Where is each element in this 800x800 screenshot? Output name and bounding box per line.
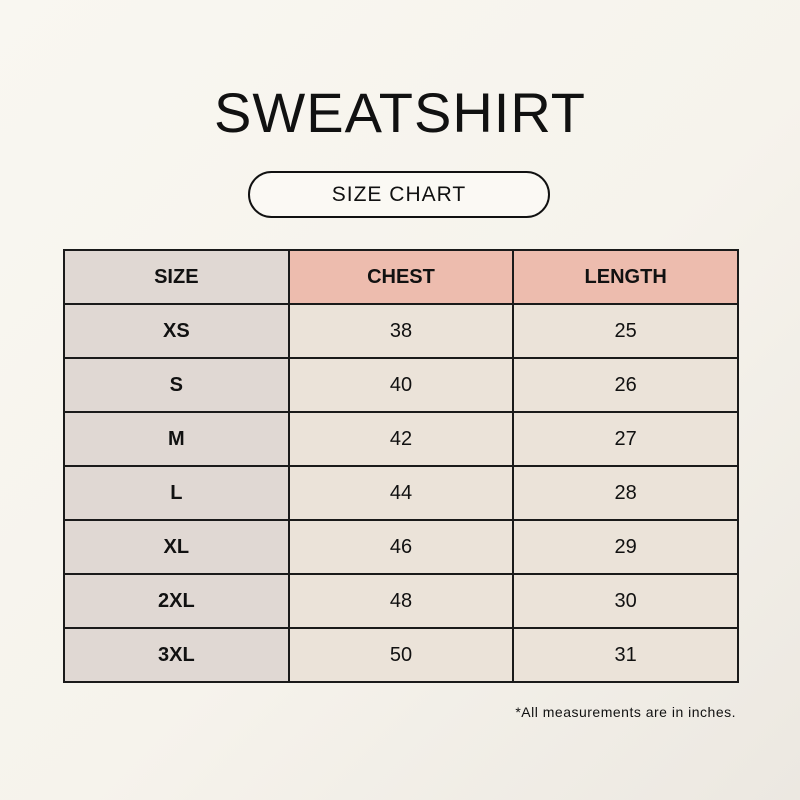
size-cell: XL xyxy=(63,519,290,575)
table-row: XS 38 25 xyxy=(63,303,739,359)
length-cell: 26 xyxy=(512,357,739,413)
chest-cell: 40 xyxy=(287,357,515,413)
size-cell: 2XL xyxy=(63,573,290,629)
table-row: L 44 28 xyxy=(63,465,739,521)
table-row: S 40 26 xyxy=(63,357,739,413)
chest-cell: 48 xyxy=(287,573,515,629)
chest-cell: 42 xyxy=(287,411,515,467)
chest-cell: 50 xyxy=(287,627,515,683)
chest-cell: 38 xyxy=(287,303,515,359)
length-cell: 30 xyxy=(512,573,739,629)
length-cell: 25 xyxy=(512,303,739,359)
header-length: LENGTH xyxy=(512,249,739,305)
chest-cell: 44 xyxy=(287,465,515,521)
header-chest: CHEST xyxy=(287,249,515,305)
header-size: SIZE xyxy=(63,249,290,305)
table-header-row: SIZE CHEST LENGTH xyxy=(63,249,739,305)
table-row: XL 46 29 xyxy=(63,519,739,575)
size-cell: S xyxy=(63,357,290,413)
size-cell: L xyxy=(63,465,290,521)
size-cell: 3XL xyxy=(63,627,290,683)
size-cell: M xyxy=(63,411,290,467)
length-cell: 28 xyxy=(512,465,739,521)
length-cell: 29 xyxy=(512,519,739,575)
table-row: 3XL 50 31 xyxy=(63,627,739,683)
size-chart-table: SIZE CHEST LENGTH XS 38 25 S 40 26 M 42 27 L 44 28 X… xyxy=(63,249,739,683)
length-cell: 27 xyxy=(512,411,739,467)
footnote: *All measurements are in inches. xyxy=(515,704,736,720)
chest-cell: 46 xyxy=(287,519,515,575)
length-cell: 31 xyxy=(512,627,739,683)
table-row: M 42 27 xyxy=(63,411,739,467)
size-cell: XS xyxy=(63,303,290,359)
table-row: 2XL 48 30 xyxy=(63,573,739,629)
size-chart-label: SIZE CHART xyxy=(248,171,550,218)
page-title: SWEATSHIRT xyxy=(214,81,586,144)
